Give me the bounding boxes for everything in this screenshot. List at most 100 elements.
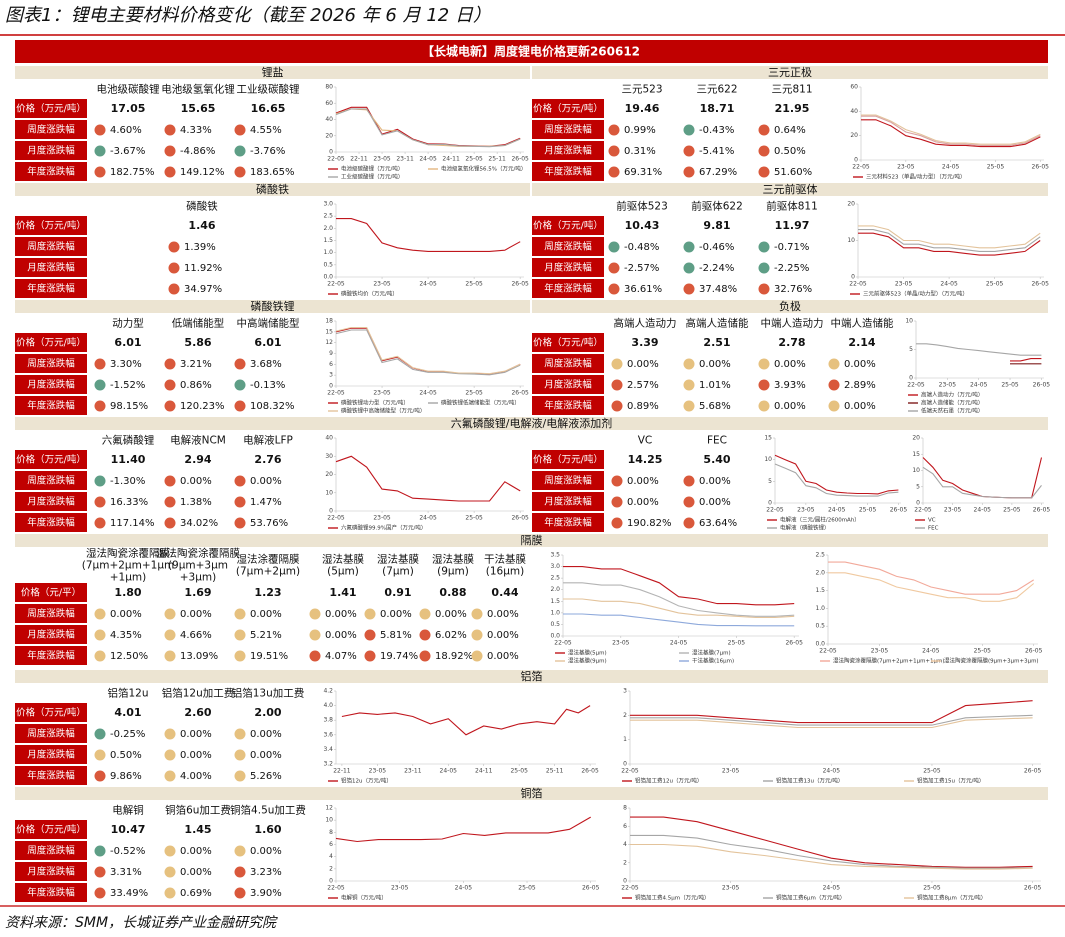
change-value: 0.00% (180, 750, 212, 761)
series-line (563, 598, 795, 619)
change-dot (94, 358, 106, 370)
x-tick-label: 25-05 (859, 507, 877, 514)
change-dot (94, 379, 106, 391)
y-tick-label: 0.5 (323, 261, 333, 268)
change-value: 0.50% (774, 146, 806, 157)
change-dot (164, 770, 176, 782)
change-value: 67.29% (699, 167, 737, 178)
change-value: 69.31% (624, 167, 662, 178)
price-value: 1.69 (184, 586, 211, 599)
change-dot (758, 241, 770, 253)
change-value: 0.00% (487, 609, 519, 620)
change-value: 2.57% (627, 380, 659, 391)
change-value: 0.00% (250, 609, 282, 620)
y-tick-label: 3 (329, 372, 333, 379)
section-header: 负极 (779, 299, 801, 313)
row-label: 价格（万元/吨） (16, 220, 86, 232)
column-header: 电池级碳酸锂 (97, 83, 160, 96)
row-label-bg (15, 237, 87, 256)
change-dot (94, 749, 106, 761)
series-line (630, 843, 1033, 870)
row-label-bg (15, 333, 87, 352)
x-tick-label: 23-05 (897, 164, 915, 171)
y-tick-label: 40 (325, 116, 333, 123)
change-dot (164, 608, 176, 620)
y-tick-label: 80 (325, 84, 333, 91)
section-header: 三元前驱体 (763, 182, 818, 196)
section-header: 磷酸铁 (256, 182, 289, 196)
x-tick-label: 22-05 (914, 507, 932, 514)
row-label-bg (15, 604, 87, 623)
row-label-bg (15, 141, 87, 160)
change-value: 120.23% (180, 401, 225, 412)
y-tick-label: 20 (847, 201, 855, 208)
x-tick-label: 26-05 (511, 156, 529, 163)
y-tick-label: 15 (764, 435, 772, 442)
y-tick-label: 2.5 (323, 213, 333, 220)
change-value: 3.31% (110, 867, 142, 878)
y-tick-label: 20 (325, 132, 333, 139)
y-tick-label: 1.5 (815, 587, 825, 594)
row-label: 年度涨跌幅 (27, 650, 75, 662)
x-tick-label: 26-05 (1025, 648, 1043, 655)
y-tick-label: 3.5 (550, 552, 560, 559)
column-header: 湿法基膜(5μm) (322, 553, 364, 578)
change-dot (164, 845, 176, 857)
change-dot (471, 608, 483, 620)
change-dot (94, 887, 106, 899)
series-line (335, 108, 521, 148)
section-header: 隔膜 (521, 534, 543, 547)
y-tick-label: 18 (325, 318, 333, 325)
change-value: 9.86% (110, 771, 142, 782)
change-value: -0.43% (699, 125, 734, 136)
y-tick-label: 40 (850, 108, 858, 115)
y-tick-label: 20 (850, 132, 858, 139)
price-value: 2.51 (703, 336, 730, 349)
row-label-bg (15, 703, 87, 722)
change-dot (611, 379, 623, 391)
price-value: 0.44 (491, 586, 518, 599)
series-line (922, 457, 1043, 499)
price-value: 4.01 (114, 706, 141, 719)
y-tick-label: 2 (329, 865, 333, 872)
change-value: 0.00% (250, 729, 282, 740)
row-label: 周度涨跌幅 (27, 241, 75, 253)
x-tick-label: 25-11 (546, 768, 564, 775)
series-line (335, 816, 591, 843)
change-value: 37.48% (699, 284, 737, 295)
change-dot (94, 770, 106, 782)
change-value: 149.12% (180, 167, 225, 178)
y-tick-label: 0 (768, 500, 772, 507)
change-value: -0.13% (250, 380, 285, 391)
legend-label: 工业级碳酸锂（万元/吨） (341, 173, 403, 181)
price-value: 6.01 (114, 336, 141, 349)
row-label-bg (532, 141, 604, 160)
x-tick-label: 25-05 (1001, 382, 1019, 389)
y-tick-label: 0 (916, 500, 920, 507)
row-label-bg (532, 99, 604, 118)
section-header: 锂盐 (262, 65, 284, 79)
change-dot (758, 145, 770, 157)
legend-label: 三元前驱体523（单晶/动力型）（万元/吨） (863, 290, 968, 298)
series-line (861, 114, 1041, 145)
x-tick-label: 25-05 (465, 281, 483, 288)
change-value: -2.24% (699, 263, 734, 274)
x-tick-label: 24-05 (419, 281, 437, 288)
y-tick-label: 3.4 (323, 746, 333, 753)
price-value: 5.86 (184, 336, 211, 349)
change-dot (234, 400, 246, 412)
change-value: 0.00% (699, 497, 731, 508)
change-dot (611, 475, 623, 487)
legend-label: 铝箔加工费12u（万元/吨） (635, 777, 702, 785)
change-value: 0.00% (435, 609, 467, 620)
change-value: 32.76% (774, 284, 812, 295)
change-value: 0.00% (180, 729, 212, 740)
column-header: 六氟磷酸锂 (102, 434, 155, 447)
y-tick-label: 4 (329, 853, 333, 860)
x-tick-label: 24-11 (475, 768, 493, 775)
y-tick-label: 0 (329, 149, 333, 156)
change-dot (234, 629, 246, 641)
x-tick-label: 26-05 (1031, 281, 1049, 288)
row-label: 价格（元/平） (21, 587, 81, 599)
change-dot (234, 379, 246, 391)
